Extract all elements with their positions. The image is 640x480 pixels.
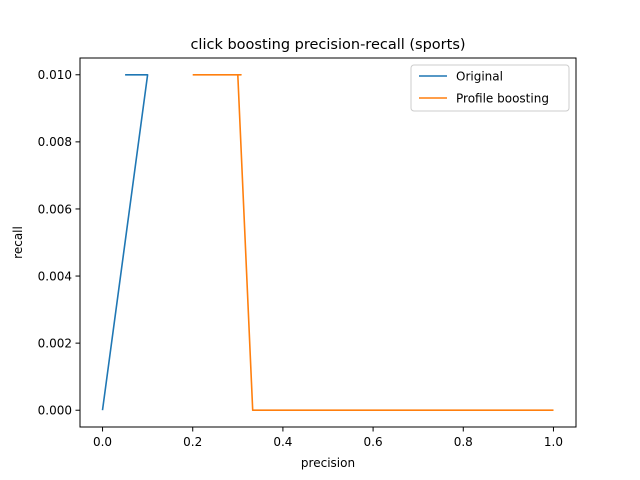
axes-frame	[79, 57, 577, 428]
y-tick-label: 0.006	[38, 202, 72, 216]
legend-box	[410, 64, 570, 112]
y-tick-label: 0.008	[38, 135, 72, 149]
y-tick-label: 0.000	[38, 404, 72, 418]
series-line-profile-boosting	[192, 74, 554, 412]
legend-label-profile-boosting: Profile boosting	[456, 92, 549, 106]
y-axis-label: recall	[11, 226, 25, 259]
x-tick-label: 0.4	[273, 435, 292, 449]
x-tick-label: 0.8	[454, 435, 473, 449]
x-tick-label: 0.2	[183, 435, 202, 449]
x-tick-label: 0.0	[93, 435, 112, 449]
series-line-original	[101, 74, 149, 411]
x-axis: 0.0 0.2 0.4 0.6 0.8 1.0	[93, 427, 563, 449]
legend: Original Profile boosting	[410, 64, 570, 112]
series-layer	[101, 74, 554, 412]
x-axis-label: precision	[301, 456, 355, 470]
y-tick-label: 0.002	[38, 336, 72, 350]
y-tick-label: 0.004	[38, 269, 72, 283]
x-tick-label: 0.6	[364, 435, 383, 449]
y-tick-label: 0.010	[38, 68, 72, 82]
x-tick-label: 1.0	[544, 435, 563, 449]
legend-label-original: Original	[456, 70, 503, 84]
y-axis: 0.000 0.002 0.004 0.006 0.008 0.010	[38, 68, 80, 418]
chart-title: click boosting precision-recall (sports)	[190, 37, 465, 53]
